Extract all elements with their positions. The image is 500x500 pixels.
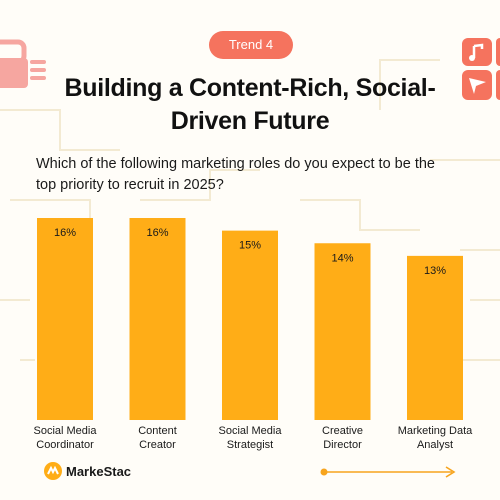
bar-0 [37, 218, 93, 420]
data-label-4: 13% [424, 265, 446, 277]
bar-4 [407, 255, 463, 420]
arrow-right-icon [320, 466, 456, 478]
data-label-1: 16% [146, 227, 168, 239]
lock-icon [0, 39, 46, 88]
social-tiles-icon [462, 38, 500, 100]
category-label-4-1: Analyst [417, 439, 453, 451]
category-label-2-1: Strategist [227, 439, 273, 451]
category-label-2-0: Social Media [219, 425, 283, 437]
data-label-3: 14% [331, 252, 353, 264]
bar-2 [222, 230, 278, 420]
page-title: Building a Content-Rich, Social-Driven F… [64, 74, 436, 135]
category-label-0-0: Social Media [34, 425, 98, 437]
brand: MarkeStac [44, 461, 131, 481]
data-label-0: 16% [54, 227, 76, 239]
category-label-3-1: Director [323, 439, 362, 451]
bar-3 [314, 243, 371, 420]
trend-badge: Trend 4 [209, 31, 293, 59]
category-label-4-0: Marketing Data [398, 425, 473, 437]
bar-1 [129, 218, 186, 420]
data-label-2: 15% [239, 240, 261, 252]
category-label-1-1: Creator [139, 439, 176, 451]
markestac-logo-icon [44, 462, 62, 480]
category-label-0-1: Coordinator [36, 439, 94, 451]
brand-name: MarkeStac [66, 463, 132, 479]
category-label-3-0: Creative [322, 425, 363, 437]
category-label-1-0: Content [138, 425, 177, 437]
survey-question: Which of the following marketing roles d… [36, 156, 435, 193]
